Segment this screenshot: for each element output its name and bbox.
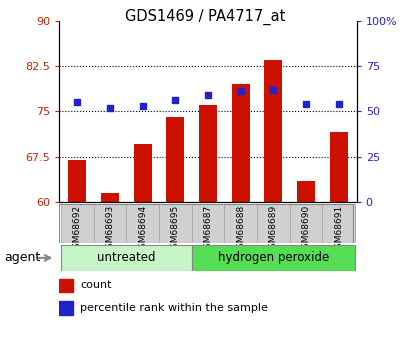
Text: count: count (80, 280, 112, 290)
Bar (59, 279, 73, 292)
Bar (329, 132, 347, 202)
Point (204, 92, 211, 98)
Text: agent: agent (4, 252, 40, 264)
Bar (231, 84, 249, 202)
Bar (94, 204, 126, 243)
Bar (59, 301, 73, 315)
Text: GSM68693: GSM68693 (106, 205, 114, 254)
Point (270, 87, 276, 92)
Text: GSM68690: GSM68690 (301, 205, 310, 254)
Bar (191, 204, 224, 243)
Point (335, 101, 341, 107)
Bar (133, 145, 151, 202)
Point (172, 98, 178, 103)
Point (302, 101, 309, 107)
Bar (101, 193, 119, 202)
Text: hydrogen peroxide: hydrogen peroxide (217, 252, 328, 264)
Text: GSM68689: GSM68689 (268, 205, 277, 254)
Bar (61, 204, 94, 243)
Text: GSM68687: GSM68687 (203, 205, 212, 254)
Text: GSM68695: GSM68695 (171, 205, 180, 254)
Point (106, 105, 113, 110)
Bar (191, 245, 354, 271)
Text: percentile rank within the sample: percentile rank within the sample (80, 303, 267, 313)
Point (74, 99, 81, 105)
Bar (264, 60, 282, 202)
Text: GSM68691: GSM68691 (333, 205, 342, 254)
Bar (126, 204, 159, 243)
Point (237, 89, 243, 94)
Point (139, 103, 146, 109)
Bar (289, 204, 321, 243)
Bar (166, 117, 184, 202)
Bar (61, 245, 191, 271)
Bar (224, 204, 256, 243)
Text: untreated: untreated (97, 252, 155, 264)
Bar (159, 204, 191, 243)
Bar (321, 204, 354, 243)
Bar (68, 159, 86, 202)
Bar (199, 105, 216, 202)
Text: GSM68688: GSM68688 (236, 205, 245, 254)
Bar (297, 181, 314, 202)
Text: GSM68694: GSM68694 (138, 205, 147, 254)
Bar (256, 204, 289, 243)
Text: GSM68692: GSM68692 (73, 205, 82, 254)
Text: GDS1469 / PA4717_at: GDS1469 / PA4717_at (124, 9, 285, 25)
